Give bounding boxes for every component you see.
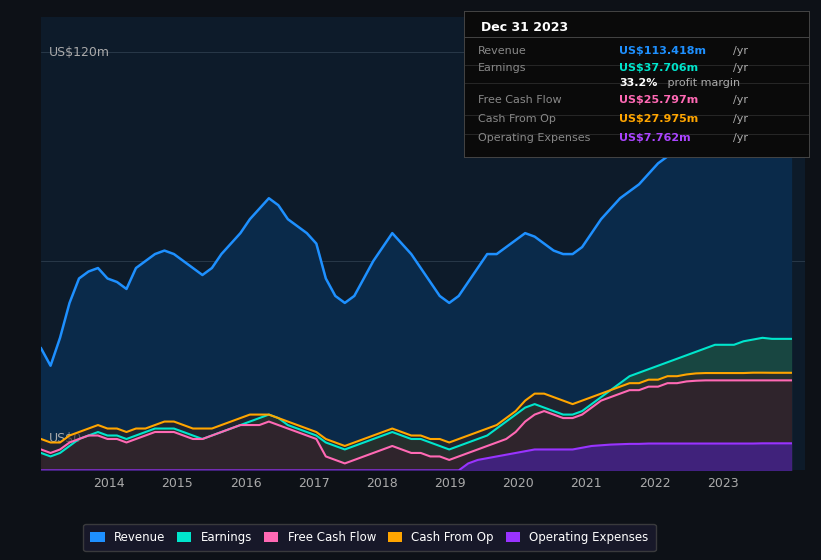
Text: US$37.706m: US$37.706m xyxy=(619,63,698,73)
Text: US$25.797m: US$25.797m xyxy=(619,95,699,105)
Text: 33.2%: 33.2% xyxy=(619,77,658,87)
Text: US$27.975m: US$27.975m xyxy=(619,114,699,124)
Text: /yr: /yr xyxy=(733,63,748,73)
Text: Cash From Op: Cash From Op xyxy=(478,114,556,124)
Text: US$120m: US$120m xyxy=(48,46,110,59)
Legend: Revenue, Earnings, Free Cash Flow, Cash From Op, Operating Expenses: Revenue, Earnings, Free Cash Flow, Cash … xyxy=(83,524,656,551)
Text: profit margin: profit margin xyxy=(664,77,740,87)
Text: Operating Expenses: Operating Expenses xyxy=(478,133,590,143)
Text: Free Cash Flow: Free Cash Flow xyxy=(478,95,562,105)
Text: /yr: /yr xyxy=(733,45,748,55)
Text: US$0: US$0 xyxy=(48,432,82,445)
Text: /yr: /yr xyxy=(733,95,748,105)
Text: /yr: /yr xyxy=(733,114,748,124)
Text: US$7.762m: US$7.762m xyxy=(619,133,690,143)
Text: Earnings: Earnings xyxy=(478,63,526,73)
Text: Revenue: Revenue xyxy=(478,45,526,55)
Text: US$113.418m: US$113.418m xyxy=(619,45,706,55)
Text: /yr: /yr xyxy=(733,133,748,143)
Text: Dec 31 2023: Dec 31 2023 xyxy=(481,21,568,34)
